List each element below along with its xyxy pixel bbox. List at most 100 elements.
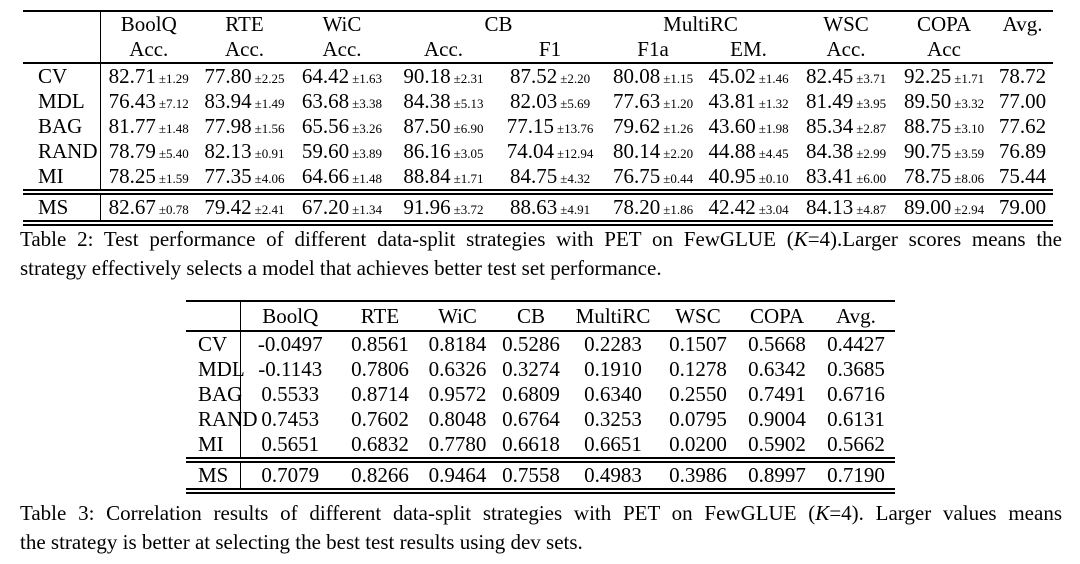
cell-stddev: ±3.04 <box>758 202 789 217</box>
cell-value: 79.00 <box>998 195 1047 219</box>
cell-value: 0.0795 <box>669 407 727 431</box>
caption-text: Table 2: Test performance of different d… <box>20 227 794 251</box>
table-cell: 82.71 ±1.29 <box>100 63 197 89</box>
row-label: MDL <box>186 357 245 382</box>
cell-value: 77.62 <box>998 114 1047 138</box>
table-cell: 84.13 ±4.87 <box>796 192 896 223</box>
column-header: WiC <box>420 301 495 332</box>
table-cell: 0.7453 <box>240 407 340 432</box>
cell-value: 43.60 <box>708 114 756 138</box>
table-cell: 86.16 ±3.05 <box>392 139 495 164</box>
cell-value: 84.38 <box>805 139 854 163</box>
table3-footer-section: MS 0.7079 0.8266 0.9464 0.7558 0.4983 0.3986 0.… <box>186 460 895 491</box>
cell-value: 0.8184 <box>428 332 487 356</box>
cell-stddev: ±3.72 <box>453 202 484 217</box>
column-subheader: Acc. <box>392 37 495 64</box>
table-cell: 80.14 ±2.20 <box>605 139 701 164</box>
table-cell: 82.13 ±0.91 <box>197 139 292 164</box>
column-header: RTE <box>340 301 420 332</box>
cell-value: 64.42 <box>301 64 350 88</box>
table-cell-avg: 75.44 <box>992 164 1054 195</box>
cell-value: 82.45 <box>805 64 854 88</box>
column-subheader: Acc. <box>197 37 292 64</box>
cell-stddev: ±0.91 <box>254 146 285 161</box>
cell-stddev: ±2.99 <box>856 146 887 161</box>
cell-stddev: ±2.41 <box>254 202 285 217</box>
table-cell: 63.68 ±3.38 <box>292 89 392 114</box>
cell-value: 0.5902 <box>748 432 806 456</box>
cell-stddev: ±1.32 <box>758 96 789 111</box>
cell-stddev: ±2.20 <box>663 146 694 161</box>
table3-header-row: BoolQ RTE WiC CB MultiRC WSC COPA Avg. <box>186 301 895 332</box>
cell-value: 0.0200 <box>669 432 727 456</box>
table-cell: 0.6809 <box>495 382 567 407</box>
table-cell: 76.43 ±7.12 <box>100 89 197 114</box>
cell-value: 0.7190 <box>827 463 885 487</box>
cell-stddev: ±1.49 <box>254 96 285 111</box>
table-cell: 81.77 ±1.48 <box>100 114 197 139</box>
table3-caption-line2: the strategy is better at selecting the … <box>20 530 583 554</box>
table-cell: 65.56 ±3.26 <box>292 114 392 139</box>
table-cell-avg: 78.72 <box>992 63 1053 89</box>
table-cell: 83.41 ±6.00 <box>796 164 897 195</box>
table-cell: 0.1507 <box>659 331 737 357</box>
cell-stddev: ±5.40 <box>158 146 189 161</box>
cell-stddev: ±1.26 <box>663 121 694 136</box>
cell-value: 86.16 <box>403 139 451 163</box>
table-cell: 0.0200 <box>659 432 737 463</box>
cell-stddev: ±3.26 <box>352 121 383 136</box>
cell-value: 77.63 <box>612 89 661 113</box>
cell-stddev: ±8.06 <box>954 171 985 186</box>
cell-value: 0.2550 <box>669 382 727 406</box>
table2-caption: Table 2: Test performance of different d… <box>20 225 1062 283</box>
cell-stddev: ±1.63 <box>352 71 383 86</box>
table-cell: 0.5533 <box>240 382 340 407</box>
table-row: MS 82.67 ±0.78 79.42 ±2.41 67.20 ±1.34 91.96 ±3.… <box>23 192 1053 223</box>
column-header: Avg. <box>817 301 895 332</box>
cell-stddev: ±6.00 <box>856 171 887 186</box>
cell-value: 75.44 <box>998 164 1047 188</box>
cell-stddev: ±3.59 <box>954 146 985 161</box>
table-cell: 84.75 ±4.32 <box>495 164 606 195</box>
cell-value: 0.7558 <box>502 463 560 487</box>
table-cell: 82.67 ±0.78 <box>100 192 197 223</box>
table-cell: 0.4983 <box>567 460 659 491</box>
cell-value: 88.84 <box>403 164 451 188</box>
cell-value: 90.18 <box>403 64 451 88</box>
corner-cell <box>23 11 101 37</box>
cell-stddev: ±5.69 <box>560 96 591 111</box>
table2-footer-section: MS 82.67 ±0.78 79.42 ±2.41 67.20 ±1.34 91.96 ±3.… <box>23 192 1053 223</box>
table-cell: 0.7806 <box>340 357 420 382</box>
table-row: BAG 81.77 ±1.48 77.98 ±1.56 65.56 ±3.26 87.50 ±6… <box>23 114 1053 139</box>
table-cell: 0.8048 <box>420 407 495 432</box>
cell-stddev: ±4.45 <box>758 146 789 161</box>
table-cell: 0.8184 <box>420 331 495 357</box>
table2-header: BoolQ RTE WiC CB MultiRC WSC COPA Avg. A… <box>23 11 1054 64</box>
table-cell: 77.98 ±1.56 <box>197 114 292 139</box>
table-cell: 77.63 ±1.20 <box>605 89 701 114</box>
cell-value: 77.15 <box>506 114 554 138</box>
cell-value: 78.72 <box>998 64 1047 88</box>
column-group-header: MultiRC <box>663 12 738 36</box>
table-cell: 0.6326 <box>420 357 495 382</box>
cell-value: 0.3685 <box>827 357 885 381</box>
cell-value: 83.94 <box>204 89 252 113</box>
table-cell: 0.7558 <box>495 460 567 491</box>
table2-subheader-row: Acc. Acc. Acc. Acc. F1 F1a EM. Acc. Acc <box>23 37 1054 64</box>
caption-text: =4). Larger values means <box>829 501 1062 525</box>
column-header: COPA <box>737 301 817 332</box>
cell-value: 0.5668 <box>748 332 806 356</box>
cell-value: 0.9572 <box>428 382 487 406</box>
cell-value: 0.8997 <box>748 463 806 487</box>
table-cell: 43.81 ±1.32 <box>701 89 796 114</box>
table-cell: 0.4427 <box>817 331 895 357</box>
cell-stddev: ±0.78 <box>158 202 189 217</box>
column-group-header: COPA <box>916 12 972 36</box>
table-cell: 0.8714 <box>340 382 420 407</box>
cell-value: 80.08 <box>612 64 661 88</box>
table-cell: 82.45 ±3.71 <box>796 63 896 89</box>
column-header: MultiRC <box>567 301 659 332</box>
column-subheader: F1 <box>495 37 606 64</box>
table-cell: 0.6618 <box>495 432 567 463</box>
table-cell: 0.6832 <box>340 432 420 463</box>
